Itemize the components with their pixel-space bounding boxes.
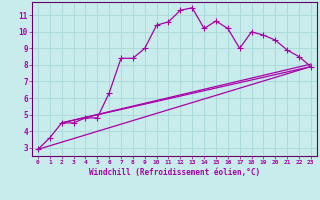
X-axis label: Windchill (Refroidissement éolien,°C): Windchill (Refroidissement éolien,°C) bbox=[89, 168, 260, 177]
